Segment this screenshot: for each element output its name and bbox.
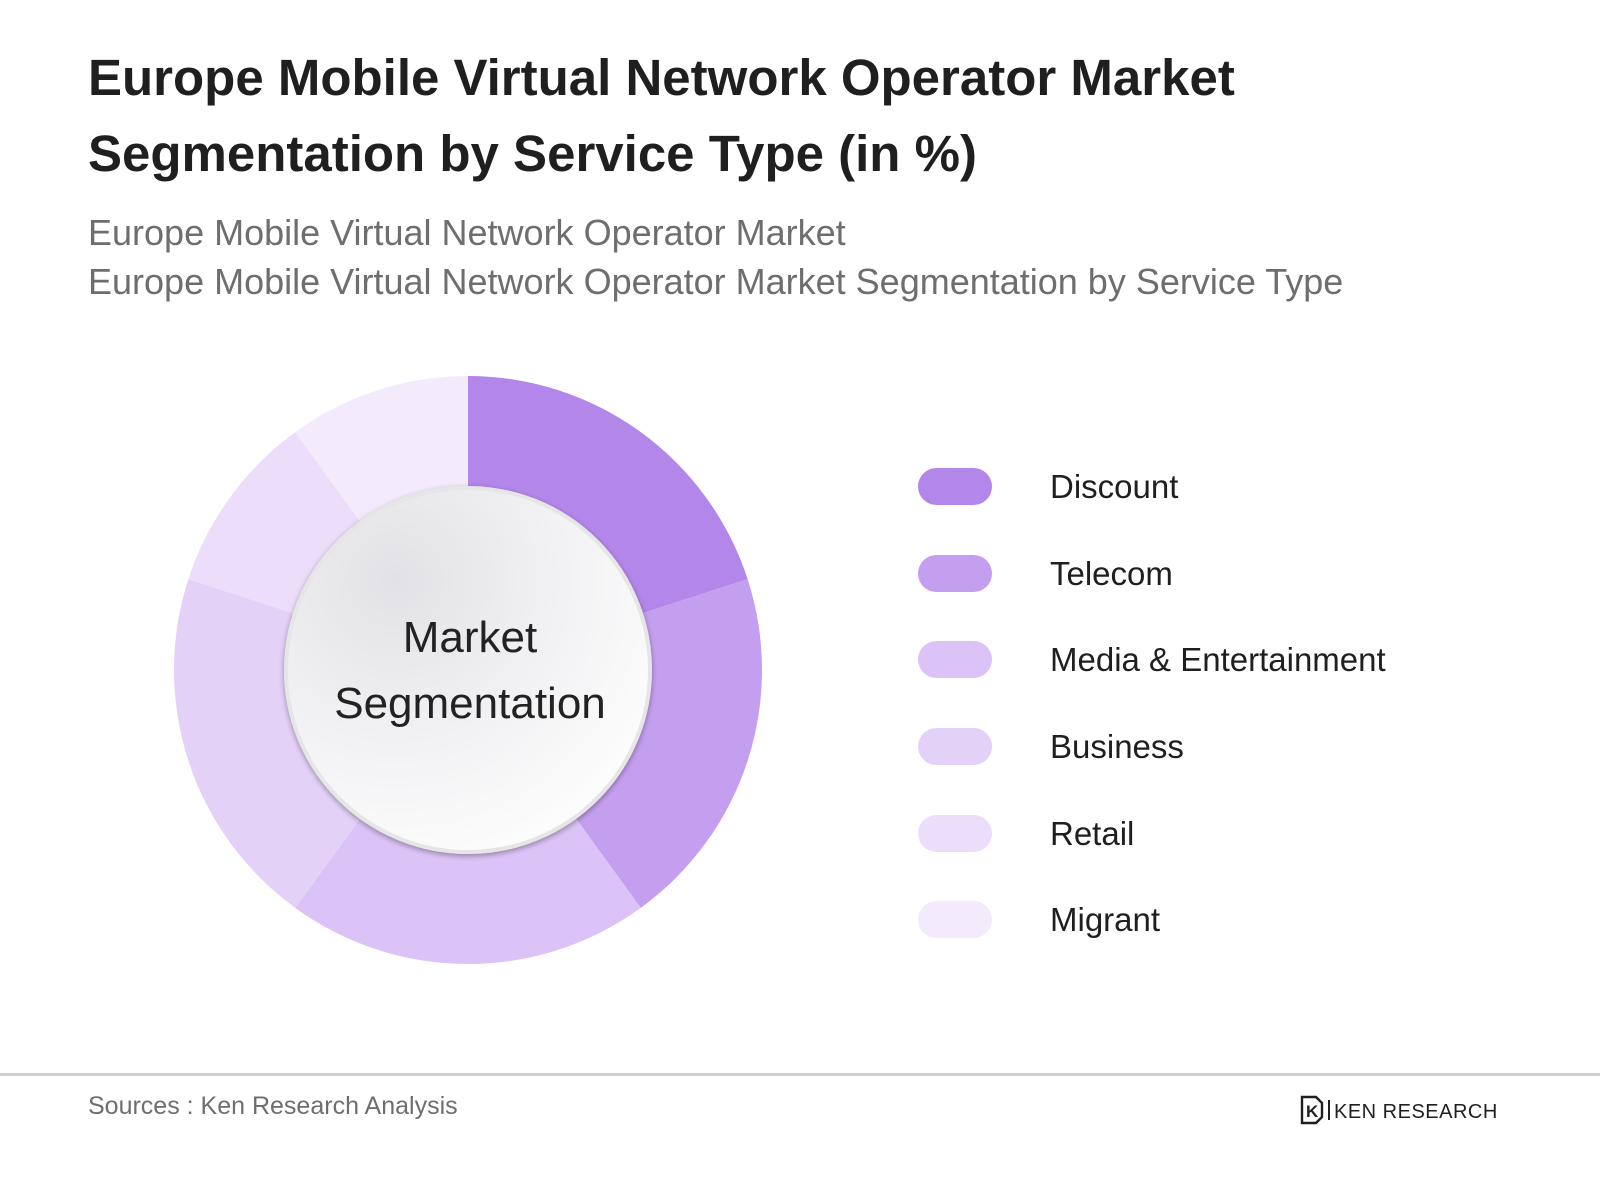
- center-label-line-1: Market: [402, 613, 538, 662]
- legend-item-retail: Retail: [918, 812, 1478, 852]
- donut-slice-telecom: [571, 579, 762, 908]
- legend-label-discount: Discount: [1050, 468, 1179, 505]
- donut-slice-migrant: [295, 376, 468, 528]
- legend-swatch-business: [918, 728, 992, 765]
- legend-label-retail: Retail: [1050, 815, 1135, 852]
- logo-separator: [1328, 1100, 1330, 1120]
- logo-mark-letter: K: [1306, 1102, 1319, 1121]
- legend-label-media-entertainment: Media & Entertainment: [1050, 641, 1386, 678]
- center-label-line-2: Segmentation: [334, 679, 606, 728]
- subtitle-line-2: Europe Mobile Virtual Network Operator M…: [88, 261, 1344, 302]
- subtitle-line-1: Europe Mobile Virtual Network Operator M…: [88, 212, 846, 253]
- legend-label-telecom: Telecom: [1050, 555, 1173, 592]
- donut-slice-business: [174, 579, 365, 908]
- source-note: Sources : Ken Research Analysis: [88, 1092, 458, 1120]
- legend-label-business: Business: [1050, 728, 1184, 765]
- legend-swatch-discount: [918, 468, 992, 505]
- logo-mark-frame: [1300, 1095, 1324, 1125]
- chart-subtitle: Europe Mobile Virtual Network Operator M…: [88, 208, 1568, 306]
- footer-divider: [0, 1073, 1600, 1076]
- logo-wordmark: KEN RESEARCH: [1334, 1101, 1498, 1123]
- legend-swatch-retail: [918, 815, 992, 852]
- center-label: Market Segmentation: [330, 605, 610, 737]
- legend-item-media-entertainment: Media & Entertainment: [918, 638, 1478, 678]
- donut-slice-media-entertainment: [295, 812, 641, 965]
- legend-item-discount: Discount: [918, 465, 1478, 505]
- legend-swatch-migrant: [918, 901, 992, 938]
- chart-title: Europe Mobile Virtual Network Operator M…: [88, 49, 1235, 182]
- legend-item-migrant: Migrant: [918, 898, 1478, 938]
- legend-swatch-media-entertainment: [918, 641, 992, 678]
- legend-item-business: Business: [918, 725, 1478, 765]
- donut-center-disc: [284, 486, 652, 854]
- legend-item-telecom: Telecom: [918, 552, 1478, 592]
- ken-research-logo: K KEN RESEARCH: [1300, 1095, 1498, 1125]
- donut-slice-discount: [468, 376, 748, 616]
- legend-label-migrant: Migrant: [1050, 901, 1161, 938]
- legend-swatch-telecom: [918, 555, 992, 592]
- donut-slices: [174, 376, 762, 965]
